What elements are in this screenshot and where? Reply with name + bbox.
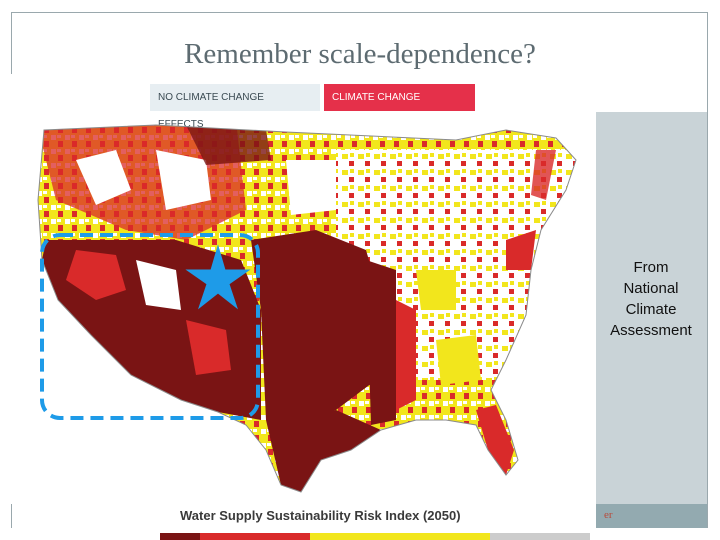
map-region: [136, 260, 181, 310]
star-icon: [185, 244, 251, 310]
map-region: [366, 260, 396, 425]
frame-line-right: [707, 12, 708, 528]
map-region: [251, 230, 386, 420]
frame-line-left: [11, 12, 12, 74]
legend-swatch-moderate: [310, 533, 490, 540]
attribution-line: From: [633, 259, 669, 276]
attribution-line: Climate: [625, 301, 677, 318]
legend-swatch-low: [490, 533, 590, 540]
climate-change-button[interactable]: CLIMATE CHANGE EFFECTS: [324, 84, 475, 130]
map-region: [476, 405, 514, 475]
risk-map: [36, 120, 596, 500]
no-climate-change-button[interactable]: NO CLIMATE CHANGE EFFECTS: [150, 84, 320, 130]
legend-swatch-very-high: [160, 533, 200, 540]
highlight-region: [40, 233, 260, 420]
side-panel: [596, 112, 707, 504]
map-region: [266, 410, 381, 492]
map-region: [506, 230, 536, 270]
map-region: [186, 320, 231, 375]
map-region: [76, 150, 131, 205]
frame-line-top: [11, 12, 708, 13]
map-region: [66, 250, 126, 300]
attribution-line: National: [623, 280, 679, 297]
us-outline: [37, 124, 577, 493]
map-region: [436, 335, 481, 385]
footer-text: er: [604, 509, 613, 521]
attribution-line: Assessment: [610, 322, 692, 339]
map-region: [186, 125, 271, 165]
attribution: From National Climate Assessment: [598, 257, 704, 341]
footer-bar: [596, 504, 707, 528]
legend-swatch-high: [200, 533, 310, 540]
map-region: [416, 270, 456, 310]
map-region: [38, 125, 246, 240]
map-region: [286, 160, 336, 215]
map-region: [156, 150, 211, 210]
legend-title: Water Supply Sustainability Risk Index (…: [180, 508, 461, 523]
map-region: [396, 300, 416, 410]
map-region: [531, 150, 556, 200]
frame-line-bottom-left: [11, 504, 12, 528]
slide-title: Remember scale-dependence?: [184, 38, 536, 70]
